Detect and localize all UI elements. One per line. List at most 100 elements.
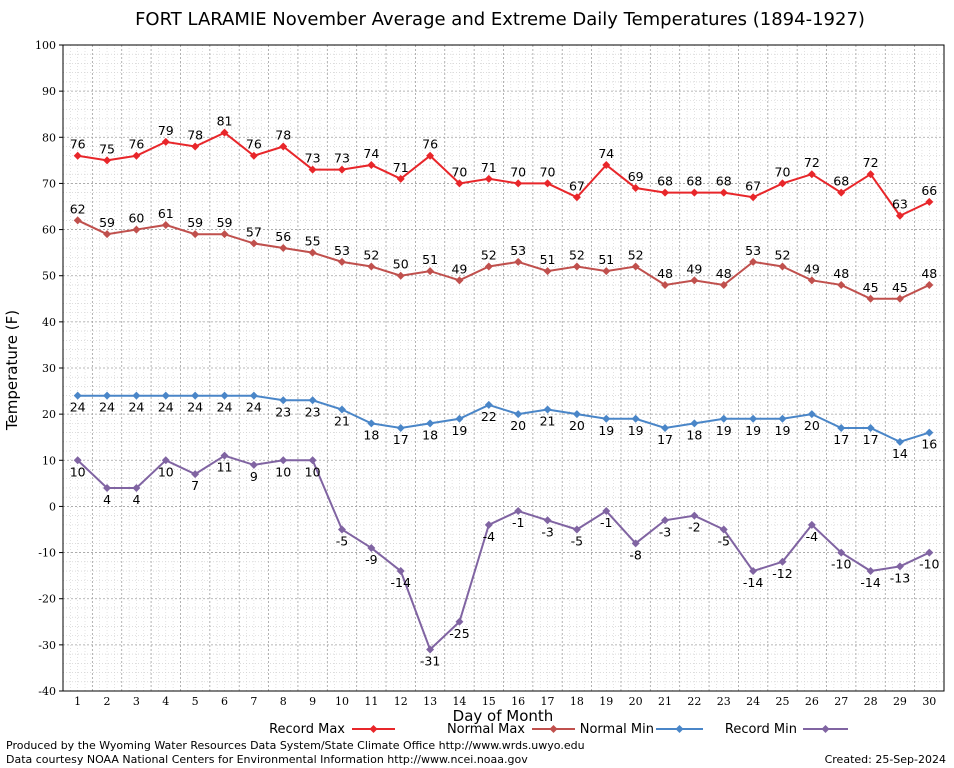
data-label: 68 (716, 174, 732, 189)
x-tick-label: 9 (309, 695, 316, 708)
data-point (925, 197, 934, 206)
x-tick-label: 16 (511, 695, 525, 708)
data-point (572, 525, 581, 534)
x-tick-label: 12 (394, 695, 408, 708)
data-label: 48 (833, 266, 849, 281)
data-label: 59 (187, 215, 203, 230)
legend-marker (821, 725, 830, 733)
x-tick-label: 3 (133, 695, 140, 708)
series-line (77, 131, 930, 217)
data-point (103, 230, 112, 239)
data-label: 57 (246, 224, 262, 239)
data-label: 16 (921, 437, 937, 452)
data-point (719, 188, 728, 197)
data-point (249, 151, 258, 160)
data-point (337, 165, 346, 174)
data-point (279, 396, 288, 405)
x-tick-label: 25 (775, 695, 789, 708)
data-point (455, 276, 464, 285)
data-point (602, 267, 611, 276)
data-point (132, 391, 141, 400)
data-point (543, 516, 552, 525)
data-label: -8 (629, 547, 642, 562)
data-label: 71 (481, 160, 497, 175)
data-label: 24 (70, 400, 86, 415)
data-label: 51 (422, 252, 438, 267)
chart-title: FORT LARAMIE November Average and Extrem… (135, 9, 865, 30)
data-point (484, 520, 493, 529)
legend-label: Record Min (725, 722, 797, 737)
data-label: 4 (103, 492, 111, 507)
data-label: 59 (99, 215, 115, 230)
x-tick-label: 26 (805, 695, 819, 708)
data-point (308, 248, 317, 257)
footer-produced-by: Produced by the Wyoming Water Resources … (6, 739, 585, 752)
data-point (925, 548, 934, 557)
data-label: 10 (158, 464, 174, 479)
data-point (455, 414, 464, 423)
legend-label: Normal Min (580, 722, 654, 737)
data-label: 60 (128, 211, 144, 226)
data-point (514, 257, 523, 266)
data-label: 23 (305, 404, 321, 419)
data-point (602, 507, 611, 516)
x-tick-label: 17 (541, 695, 555, 708)
data-point (895, 562, 904, 571)
x-tick-label: 10 (335, 695, 349, 708)
series-line (76, 454, 930, 652)
data-label: 53 (334, 243, 350, 258)
data-label: 63 (892, 197, 908, 212)
data-label: 78 (275, 128, 291, 143)
data-label: -10 (831, 557, 851, 572)
legend-marker (675, 725, 684, 733)
data-point (132, 225, 141, 234)
data-label: -25 (449, 626, 469, 641)
data-label: 24 (187, 400, 203, 415)
data-point (484, 400, 493, 409)
data-label: 19 (745, 423, 761, 438)
data-point (426, 151, 435, 160)
data-point (249, 391, 258, 400)
data-label: 62 (70, 201, 86, 216)
data-label: -4 (806, 529, 819, 544)
data-label: 74 (598, 146, 614, 161)
x-tick-label: 29 (893, 695, 907, 708)
data-point (778, 557, 787, 566)
data-label: 17 (657, 432, 673, 447)
data-label: 69 (628, 169, 644, 184)
data-point (514, 507, 523, 516)
data-point (807, 410, 816, 419)
x-tick-label: 23 (717, 695, 731, 708)
data-label: 11 (217, 460, 233, 475)
data-point (161, 137, 170, 146)
data-point (925, 428, 934, 437)
data-point (337, 405, 346, 414)
data-label: 21 (334, 414, 350, 429)
data-label: 49 (804, 261, 820, 276)
data-label: 7 (191, 478, 199, 493)
data-point (895, 294, 904, 303)
y-tick-label: -10 (38, 547, 56, 560)
data-label: 23 (275, 404, 291, 419)
data-point (103, 391, 112, 400)
data-label: -5 (571, 534, 583, 549)
y-tick-label: 100 (35, 39, 56, 52)
data-label: 20 (569, 418, 585, 433)
data-point (866, 567, 875, 576)
data-label: -3 (659, 524, 671, 539)
data-point (690, 276, 699, 285)
data-point (396, 423, 405, 432)
data-label: 20 (510, 418, 526, 433)
data-point (191, 391, 200, 400)
data-label: 76 (70, 137, 86, 152)
data-label: -14 (391, 575, 411, 590)
data-point (220, 128, 229, 137)
data-label: -12 (772, 566, 792, 581)
data-point (749, 257, 758, 266)
legend-label: Normal Max (447, 722, 525, 737)
data-point (367, 160, 376, 169)
data-label: 18 (686, 427, 702, 442)
data-label: 9 (250, 469, 258, 484)
data-label: -5 (336, 534, 348, 549)
data-label: 17 (863, 432, 879, 447)
